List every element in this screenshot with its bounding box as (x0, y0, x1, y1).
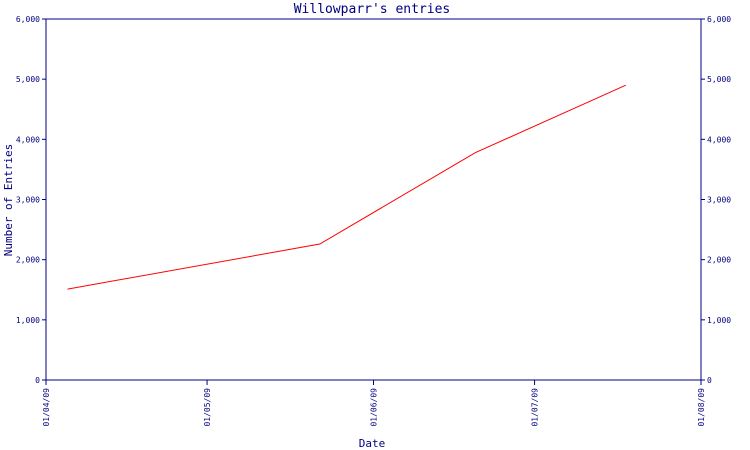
y-tick-label-left: 2,000 (16, 256, 40, 265)
x-axis-title: Date (359, 437, 386, 450)
plot-area: 0 0 1,000 1,000 2,000 2,000 3,000 3,000 4,000 4,0… (16, 15, 731, 427)
y-tick-label-left: 3,000 (16, 196, 40, 205)
x-tick-label: 01/06/09 (370, 388, 379, 427)
chart-title: Willowparr's entries (294, 2, 451, 17)
y-tick-label-right: 1,000 (707, 316, 731, 325)
y-tick-label-left: 5,000 (16, 75, 40, 84)
y-tick-label-right: 6,000 (707, 15, 731, 24)
y-tick-label-left: 0 (35, 376, 40, 385)
x-tick-label: 01/05/09 (203, 388, 212, 427)
y-tick-label-right: 5,000 (707, 75, 731, 84)
x-tick-label: 01/08/09 (697, 388, 706, 427)
y-tick-label-right: 0 (707, 376, 712, 385)
y-axis-title: Number of Entries (2, 144, 15, 257)
y-tick-label-right: 3,000 (707, 196, 731, 205)
x-tick-label: 01/04/09 (42, 388, 51, 427)
y-tick-label-right: 2,000 (707, 256, 731, 265)
series-line (67, 84, 627, 290)
y-tick-label-left: 6,000 (16, 15, 40, 24)
x-tick-label: 01/07/09 (531, 388, 540, 427)
y-tick-label-left: 1,000 (16, 316, 40, 325)
y-tick-label-left: 4,000 (16, 135, 40, 144)
y-tick-label-right: 4,000 (707, 135, 731, 144)
